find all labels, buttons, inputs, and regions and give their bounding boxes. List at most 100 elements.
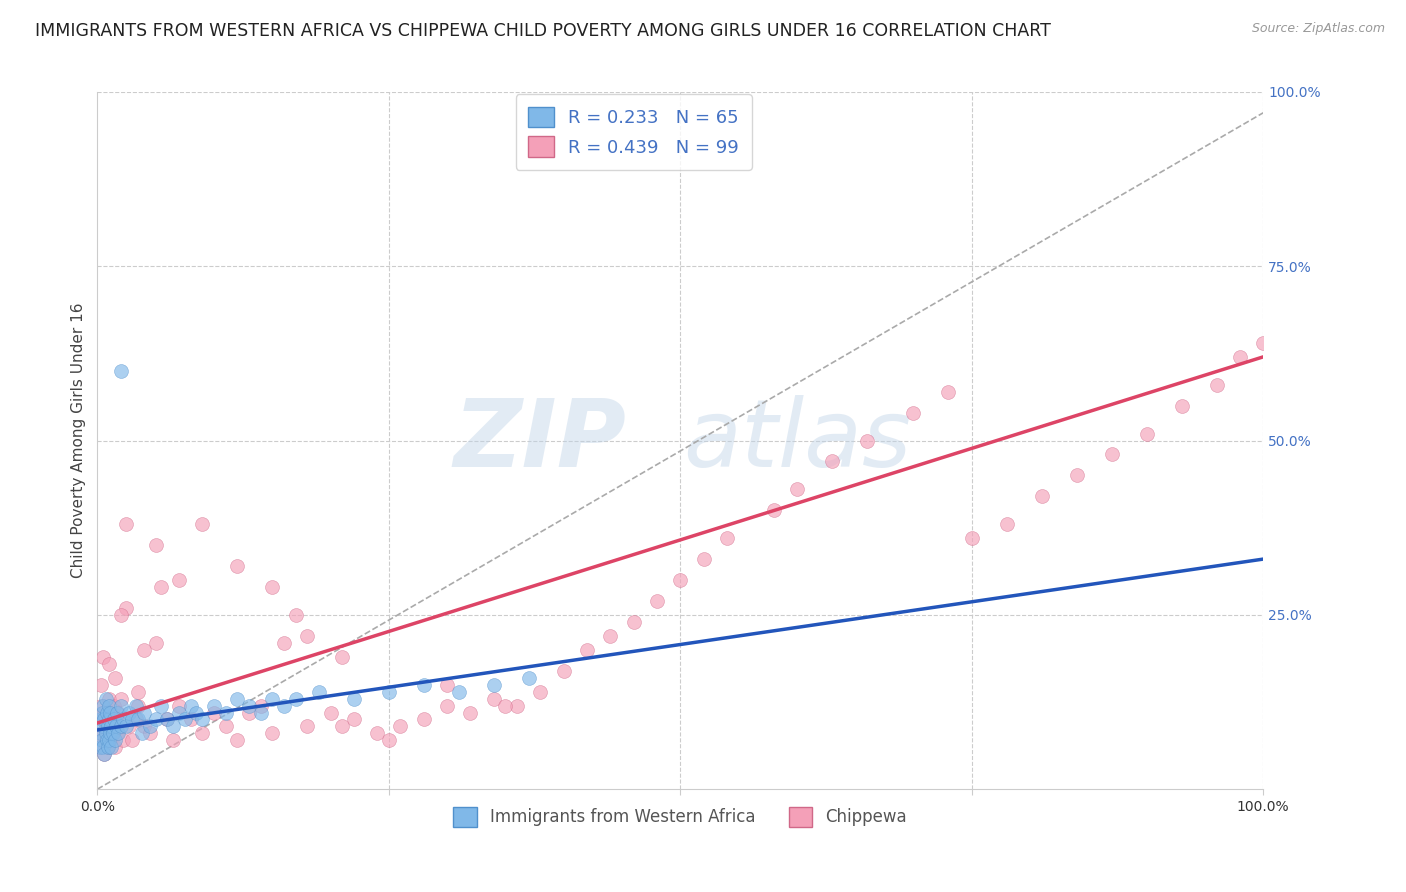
Point	[191, 726, 214, 740]
Point	[436, 678, 458, 692]
Point	[150, 580, 173, 594]
Point	[295, 719, 318, 733]
Point	[125, 713, 148, 727]
Point	[1136, 426, 1159, 441]
Point	[180, 698, 202, 713]
Point	[226, 691, 249, 706]
Point	[330, 649, 353, 664]
Point	[856, 434, 879, 448]
Point	[97, 719, 120, 733]
Point	[98, 691, 121, 706]
Point	[378, 733, 401, 747]
Point	[104, 671, 127, 685]
Point	[249, 698, 271, 713]
Point	[167, 573, 190, 587]
Point	[1170, 399, 1192, 413]
Point	[214, 706, 236, 720]
Point	[506, 698, 529, 713]
Point	[1066, 468, 1088, 483]
Point	[127, 684, 149, 698]
Point	[91, 733, 114, 747]
Point	[94, 719, 117, 733]
Point	[903, 406, 925, 420]
Point	[460, 706, 482, 720]
Point	[273, 698, 295, 713]
Point	[762, 503, 785, 517]
Point	[110, 364, 132, 378]
Point	[98, 713, 121, 727]
Point	[132, 706, 155, 720]
Point	[238, 706, 260, 720]
Point	[173, 713, 195, 727]
Point	[139, 719, 162, 733]
Point	[716, 531, 738, 545]
Point	[284, 691, 307, 706]
Point	[98, 657, 121, 671]
Text: IMMIGRANTS FROM WESTERN AFRICA VS CHIPPEWA CHILD POVERTY AMONG GIRLS UNDER 16 CO: IMMIGRANTS FROM WESTERN AFRICA VS CHIPPE…	[35, 22, 1052, 40]
Point	[366, 726, 388, 740]
Point	[786, 483, 808, 497]
Point	[100, 706, 122, 720]
Point	[319, 706, 342, 720]
Point	[262, 580, 284, 594]
Point	[93, 747, 115, 762]
Point	[576, 642, 599, 657]
Point	[599, 629, 621, 643]
Point	[97, 740, 120, 755]
Point	[1031, 489, 1053, 503]
Point	[378, 684, 401, 698]
Point	[96, 726, 118, 740]
Point	[91, 733, 114, 747]
Point	[389, 719, 412, 733]
Point	[132, 719, 155, 733]
Point	[100, 740, 122, 755]
Point	[131, 726, 153, 740]
Point	[91, 713, 114, 727]
Point	[89, 740, 111, 755]
Point	[821, 454, 844, 468]
Point	[226, 559, 249, 574]
Point	[107, 726, 129, 740]
Point	[91, 740, 114, 755]
Point	[121, 733, 143, 747]
Point	[412, 713, 434, 727]
Point	[96, 706, 118, 720]
Point	[111, 733, 134, 747]
Point	[139, 726, 162, 740]
Legend: Immigrants from Western Africa, Chippewa: Immigrants from Western Africa, Chippewa	[447, 801, 914, 833]
Point	[90, 726, 112, 740]
Point	[110, 719, 132, 733]
Point	[262, 726, 284, 740]
Point	[167, 706, 190, 720]
Text: Source: ZipAtlas.com: Source: ZipAtlas.com	[1251, 22, 1385, 36]
Point	[517, 671, 540, 685]
Point	[98, 698, 121, 713]
Point	[93, 713, 115, 727]
Point	[110, 698, 132, 713]
Point	[98, 733, 121, 747]
Point	[98, 706, 121, 720]
Point	[156, 713, 179, 727]
Point	[960, 531, 983, 545]
Point	[105, 726, 128, 740]
Point	[121, 713, 143, 727]
Point	[162, 719, 184, 733]
Point	[412, 678, 434, 692]
Point	[529, 684, 551, 698]
Point	[226, 733, 249, 747]
Point	[110, 607, 132, 622]
Point	[127, 713, 149, 727]
Point	[94, 691, 117, 706]
Point	[91, 698, 114, 713]
Point	[273, 636, 295, 650]
Point	[262, 691, 284, 706]
Text: ZIP: ZIP	[454, 394, 627, 486]
Point	[94, 726, 117, 740]
Point	[494, 698, 516, 713]
Point	[1205, 377, 1227, 392]
Point	[645, 594, 668, 608]
Point	[104, 740, 127, 755]
Point	[98, 713, 121, 727]
Point	[191, 517, 214, 532]
Point	[93, 747, 115, 762]
